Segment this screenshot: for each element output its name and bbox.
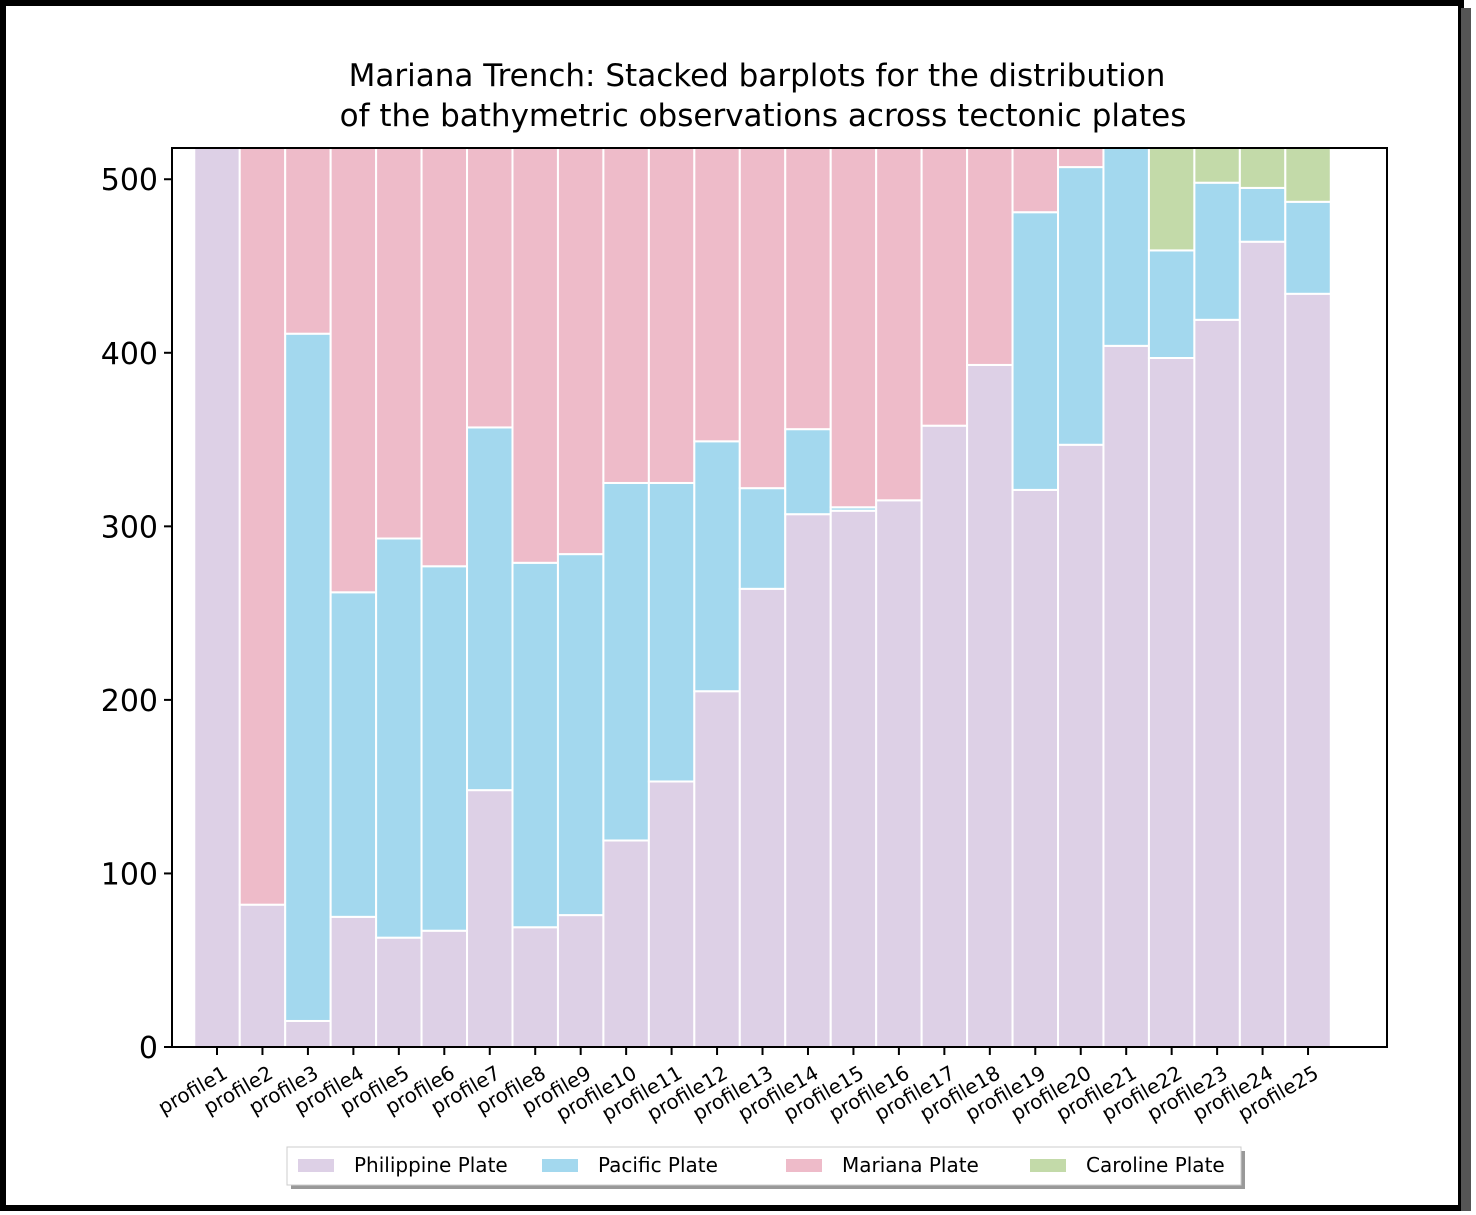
bar-segment	[511, 926, 559, 1048]
bar-segment	[647, 481, 696, 783]
bar-segment	[920, 147, 969, 427]
bar-segment	[193, 147, 241, 1048]
bar-segment	[420, 565, 469, 932]
legend-swatch	[298, 1159, 334, 1172]
bar-segment	[1238, 147, 1287, 189]
legend-label: Caroline Plate	[1086, 1153, 1225, 1177]
legend: Philippine Plate Pacific Plate Mariana Pla…	[286, 1146, 1245, 1189]
y-tick-label: 300	[101, 510, 158, 545]
bar-segment	[420, 147, 469, 568]
y-tick-label: 400	[101, 337, 158, 372]
bar-segment	[1147, 147, 1196, 252]
bar-segment	[1284, 147, 1332, 203]
bar-segment	[875, 147, 923, 502]
legend-swatch	[542, 1159, 578, 1172]
bar-segment	[738, 587, 787, 1048]
bar-segment	[375, 537, 423, 939]
legend-label: Mariana Plate	[842, 1153, 979, 1177]
bar-segment	[784, 428, 832, 516]
chart-title: of the bathymetric observations across t…	[340, 98, 1187, 134]
bar-segment	[602, 481, 650, 842]
chart-title: Mariana Trench: Stacked barplots for the…	[349, 58, 1166, 94]
bar-segment	[375, 936, 423, 1049]
bar-segment	[693, 690, 741, 1048]
bar-segment	[1238, 186, 1287, 243]
bar-segment	[602, 839, 650, 1048]
bar-segment	[329, 591, 378, 918]
bar-segment	[602, 147, 650, 484]
bar-segment	[1011, 211, 1060, 491]
bar-segment	[1057, 443, 1105, 1049]
bar-segment	[920, 424, 969, 1048]
legend-swatch	[786, 1159, 822, 1172]
bar-segment	[966, 147, 1014, 366]
bar-segment	[284, 147, 332, 335]
frame-shadow	[1461, 8, 1471, 1211]
legend-label: Philippine Plate	[354, 1153, 508, 1177]
bar-segment	[1147, 249, 1196, 359]
plot-frame	[171, 147, 1388, 1048]
bar-segment	[466, 789, 514, 1049]
legend-swatch	[1030, 1159, 1066, 1172]
bar-segment	[647, 147, 696, 484]
bar-segment	[1193, 318, 1241, 1048]
bar-segment	[829, 147, 878, 509]
bar-segment	[556, 553, 605, 917]
bar-segment	[784, 147, 832, 431]
bar-segment	[329, 147, 378, 594]
bar-segment	[1011, 488, 1060, 1048]
bar-segment	[329, 915, 378, 1049]
bar-segment	[238, 147, 287, 906]
legend-box	[286, 1146, 1242, 1186]
bar-segment	[238, 903, 287, 1048]
bar-segment	[1011, 147, 1060, 214]
bar-segment	[511, 561, 559, 929]
bar-segment	[738, 487, 787, 590]
y-tick-label: 500	[101, 163, 158, 198]
bar-segment	[466, 426, 514, 792]
bar-segment	[1147, 356, 1196, 1049]
bar-segment	[556, 914, 605, 1049]
bar-segment	[1057, 166, 1105, 446]
y-tick-label: 0	[139, 1031, 158, 1066]
bar-segment	[1193, 147, 1241, 184]
bar-segment	[784, 513, 832, 1048]
bar-segment	[284, 332, 332, 1022]
bar-segment	[1284, 292, 1332, 1048]
bar-segment	[1102, 147, 1150, 347]
y-tick-label: 200	[101, 684, 158, 719]
legend-label: Pacific Plate	[598, 1153, 718, 1177]
bar-segment	[375, 147, 423, 540]
bar-segment	[693, 440, 741, 693]
bar-segment	[556, 147, 605, 556]
bar-segment	[511, 147, 559, 564]
bar-segment	[420, 929, 469, 1049]
bar-segment	[966, 363, 1014, 1049]
bar-segment	[1284, 200, 1332, 295]
bar-segment	[466, 147, 514, 429]
bar-segment	[1238, 240, 1287, 1048]
bar-segment	[1057, 147, 1105, 169]
bar-segment	[284, 1019, 332, 1048]
y-tick-label: 100	[101, 857, 158, 892]
bar-segment	[1102, 344, 1150, 1048]
bar-segment	[647, 780, 696, 1049]
bar-segment	[875, 499, 923, 1049]
bar-segment	[829, 509, 878, 1048]
bar-segment	[693, 147, 741, 443]
bar-segment	[1193, 181, 1241, 321]
bar-segment	[738, 147, 787, 490]
